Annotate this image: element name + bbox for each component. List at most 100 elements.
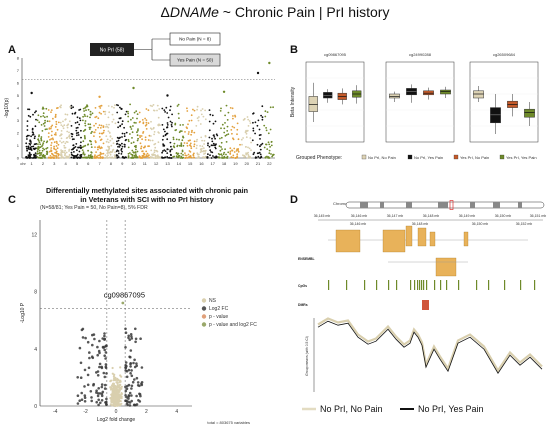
- y-tick-label: 4: [34, 347, 37, 353]
- volcano-point-fc: [95, 391, 98, 394]
- manhattan-point: [190, 119, 193, 122]
- manhattan-point: [25, 145, 28, 148]
- manhattan-point: [108, 146, 110, 149]
- manhattan-point: [114, 122, 117, 125]
- manhattan-point: [32, 145, 35, 148]
- flow-top-box: [169, 32, 221, 46]
- manhattan-point: [127, 152, 130, 155]
- manhattan-point: [212, 144, 214, 147]
- manhattan-point: [112, 157, 115, 159]
- manhattan-point: [57, 157, 60, 159]
- manhattan-point: [50, 109, 53, 111]
- manhattan-point: [37, 138, 39, 141]
- manhattan-point: [54, 113, 57, 116]
- manhattan-point: [136, 117, 138, 120]
- volcano-point-fc: [83, 394, 87, 397]
- manhattan-point: [209, 149, 212, 152]
- manhattan-point: [57, 143, 60, 146]
- volcano-point-ns: [116, 377, 119, 380]
- manhattan-point: [204, 109, 207, 112]
- manhattan-point: [50, 125, 53, 128]
- manhattan-point: [156, 104, 159, 107]
- manhattan-point: [186, 107, 188, 110]
- volcano-point-fc: [83, 396, 87, 399]
- manhattan-point: [131, 137, 133, 139]
- manhattan-point: [130, 128, 133, 130]
- volcano-point-fc: [135, 376, 139, 380]
- x-tick-label: -4: [53, 409, 58, 415]
- manhattan-point: [37, 145, 40, 148]
- manhattan-point: [198, 116, 200, 118]
- flow-bottom-label: Yes Pain (N = 50): [177, 58, 213, 63]
- volcano-point-ns: [109, 380, 112, 383]
- manhattan-point: [162, 128, 165, 131]
- x-tick-label: 9: [121, 161, 124, 166]
- manhattan-point: [247, 118, 250, 121]
- manhattan-point: [166, 132, 169, 135]
- manhattan-point: [87, 154, 90, 157]
- manhattan-point: [224, 134, 227, 137]
- manhattan-point: [44, 121, 46, 124]
- manhattan-point: [62, 156, 64, 159]
- manhattan-point: [26, 147, 28, 150]
- manhattan-point: [186, 144, 189, 147]
- volcano-point-fc: [97, 387, 100, 390]
- volcano-point-fc: [96, 394, 100, 398]
- manhattan-point: [34, 111, 36, 114]
- manhattan-point: [134, 151, 137, 153]
- manhattan-point: [156, 109, 158, 112]
- manhattan-point: [63, 151, 65, 154]
- manhattan-point: [157, 155, 160, 158]
- manhattan-point: [161, 151, 164, 154]
- manhattan-point: [51, 130, 53, 133]
- manhattan-point: [196, 157, 199, 159]
- manhattan-point: [192, 108, 194, 111]
- manhattan-points: [25, 61, 275, 159]
- volcano-point-fc: [126, 403, 129, 407]
- volcano-point-fc: [124, 389, 128, 393]
- volcano-point-fc: [88, 351, 91, 354]
- manhattan-point: [25, 156, 28, 159]
- manhattan-point: [190, 131, 193, 133]
- volcano-point-fc: [124, 331, 128, 334]
- manhattan-point: [52, 117, 54, 120]
- manhattan-point: [207, 142, 209, 145]
- x-tick-label: 14: [177, 161, 182, 166]
- manhattan-point: [139, 136, 142, 139]
- manhattan-point: [75, 143, 78, 145]
- manhattan-point: [89, 110, 92, 113]
- gene-exon: [435, 257, 457, 277]
- manhattan-point: [105, 123, 108, 126]
- manhattan-point: [85, 157, 87, 159]
- manhattan-point: [28, 134, 30, 137]
- volcano-point-fc: [133, 365, 137, 369]
- manhattan-point: [252, 153, 255, 156]
- manhattan-point: [59, 106, 62, 109]
- manhattan-point: [108, 152, 111, 154]
- manhattan-point: [211, 137, 213, 140]
- manhattan-point: [227, 133, 230, 135]
- volcano-point-fc: [134, 340, 137, 344]
- manhattan-point: [245, 132, 248, 135]
- manhattan-point: [29, 143, 32, 146]
- manhattan-point: [169, 150, 172, 153]
- manhattan-point: [87, 123, 90, 126]
- manhattan-point: [50, 142, 53, 144]
- manhattan-point: [152, 127, 155, 130]
- manhattan-point: [76, 126, 79, 129]
- manhattan-point: [29, 140, 32, 143]
- volcano-point-ns: [120, 395, 123, 398]
- manhattan-point: [68, 135, 70, 138]
- manhattan-point: [55, 145, 58, 147]
- manhattan-point: [197, 155, 200, 158]
- manhattan-point: [34, 135, 36, 138]
- manhattan-point: [116, 140, 118, 143]
- manhattan-point: [73, 151, 75, 153]
- cpg-mark: [440, 280, 442, 290]
- manhattan-point: [93, 124, 95, 127]
- manhattan-point: [145, 150, 148, 153]
- volcano-point-fc: [105, 397, 108, 401]
- manhattan-point: [236, 153, 239, 156]
- manhattan-point: [143, 146, 146, 149]
- manhattan-point: [42, 112, 45, 115]
